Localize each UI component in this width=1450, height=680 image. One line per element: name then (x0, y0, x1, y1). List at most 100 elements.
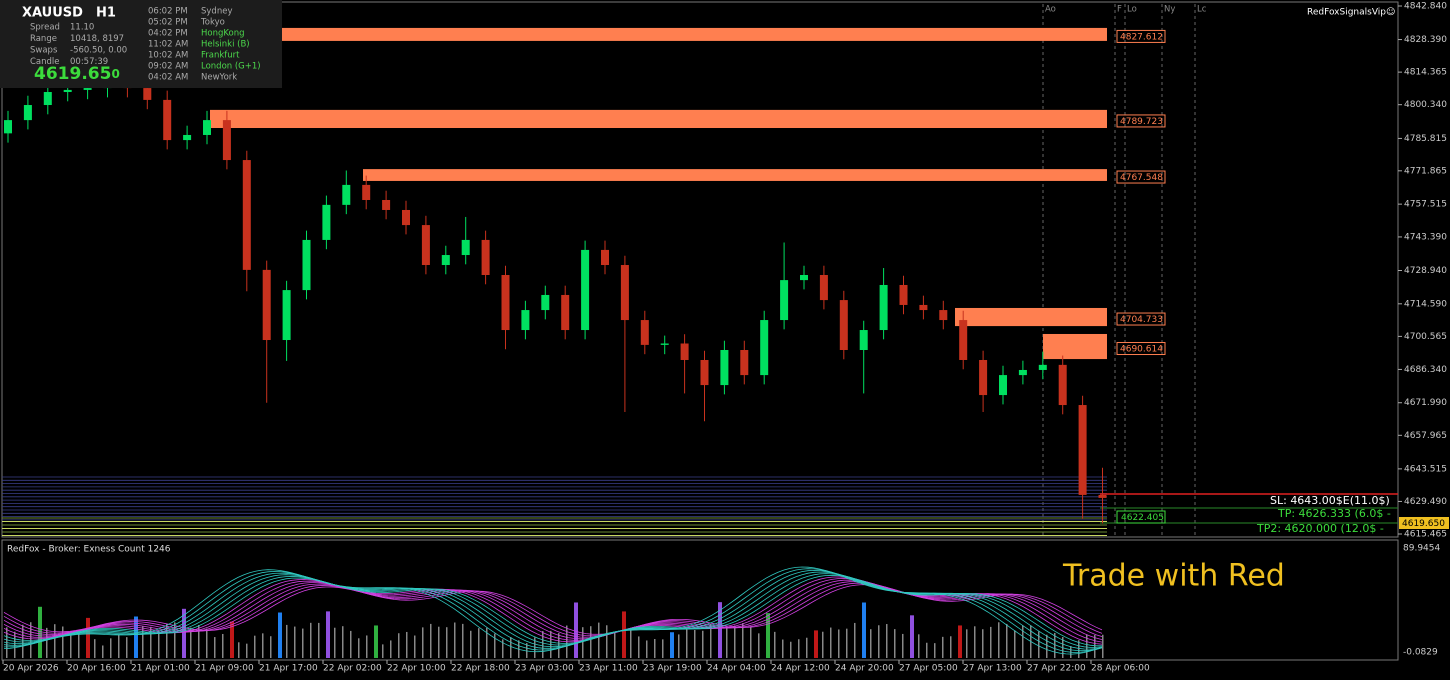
histogram-bar (246, 643, 248, 658)
info-key: Swaps (30, 46, 58, 56)
x-tick-label: 24 Apr 20:00 (835, 664, 894, 674)
histogram-bar (726, 628, 728, 658)
histogram-bar (118, 634, 120, 658)
y-tick-label: 4728.940 (1404, 266, 1447, 276)
histogram-bar (222, 633, 224, 658)
candle-body (839, 300, 848, 351)
indicator-top: 89.9454 (1403, 544, 1440, 554)
histogram-bar (318, 622, 320, 658)
indicator-bottom: -0.0829 (1403, 648, 1438, 658)
candle-body (143, 88, 152, 100)
histogram-bar (158, 630, 160, 658)
session-time: 05:02 PM (148, 18, 188, 28)
session-time: 04:02 AM (148, 73, 188, 83)
histogram-bar (1054, 632, 1056, 658)
candle-body (1078, 405, 1087, 495)
histogram-bar (934, 643, 936, 658)
histogram-bar (734, 625, 736, 658)
zone-label: 4767.548 (1120, 173, 1163, 183)
histogram-bar (1046, 634, 1048, 658)
bid-tail: 0 (111, 67, 119, 81)
histogram-bar (1102, 634, 1104, 658)
histogram-bar (646, 640, 648, 658)
candle-body (780, 280, 789, 321)
histogram-bar (718, 602, 722, 658)
histogram-bar (262, 633, 264, 658)
histogram-bar (750, 627, 752, 658)
candle-body (183, 134, 192, 141)
histogram-bar (902, 633, 904, 658)
histogram-bar (302, 628, 304, 658)
histogram-bar (558, 633, 560, 658)
histogram-bar (1006, 623, 1008, 658)
histogram-bar (454, 622, 456, 658)
histogram-bar (414, 635, 416, 658)
info-key: Spread (30, 23, 60, 33)
tp2-label: TP2: 4620.000 (12.0$ - (1256, 522, 1384, 535)
histogram-bar (1094, 635, 1096, 658)
histogram-bar (502, 639, 504, 658)
histogram-bar (662, 639, 664, 658)
histogram-bar (462, 623, 464, 658)
candle-body (441, 255, 450, 266)
histogram-bar (686, 629, 688, 658)
zone-label-box (1116, 29, 1166, 43)
x-tick-label: 21 Apr 09:00 (195, 664, 254, 674)
candle-body (700, 359, 709, 386)
session-marker: F (1117, 5, 1122, 15)
session-time: 10:02 AM (148, 51, 188, 61)
candle-body (521, 310, 530, 331)
histogram-bar (1014, 630, 1016, 658)
y-tick-label: 4671.990 (1404, 398, 1447, 408)
supply-zone (1043, 333, 1107, 360)
candle-body (461, 239, 470, 256)
histogram-bar (478, 628, 480, 658)
candle-body (322, 204, 331, 240)
info-value: -560.50, 0.00 (70, 46, 127, 56)
x-tick-label: 27 Apr 22:00 (1027, 664, 1086, 674)
candle-body (402, 209, 410, 226)
oscillator-line (3, 578, 1103, 643)
histogram-bar (838, 629, 840, 658)
candle-body (203, 120, 211, 135)
histogram-bar (782, 639, 784, 658)
session-time: 11:02 AM (148, 40, 188, 50)
histogram-bar (54, 624, 56, 658)
x-tick-label: 27 Apr 13:00 (963, 664, 1022, 674)
candle-body (302, 239, 311, 291)
info-key: Range (30, 34, 57, 44)
candle-body (760, 320, 769, 376)
y-tick-label: 4743.390 (1404, 232, 1447, 242)
bid: 4619.650 (34, 64, 120, 84)
histogram-bar (286, 624, 288, 658)
histogram-bar (142, 626, 144, 658)
info-value: 10418, 8197 (70, 34, 124, 44)
candle-body (342, 184, 351, 205)
candle-body (1058, 364, 1067, 406)
candle-body (382, 199, 391, 210)
timeframe: H1 (96, 6, 116, 21)
histogram-bar (198, 624, 200, 658)
histogram-bar (390, 640, 392, 658)
session-name: NewYork (201, 73, 237, 83)
zone-label-box (1116, 170, 1166, 184)
histogram-bar (102, 645, 104, 658)
candle-body (501, 274, 510, 331)
histogram-bar (382, 644, 384, 658)
histogram-bar (806, 637, 808, 658)
histogram-bar (758, 633, 760, 658)
session-name: Helsinki (B) (201, 40, 250, 50)
histogram-bar (342, 626, 344, 658)
histogram-bar (94, 639, 96, 658)
candle-body (800, 274, 808, 281)
histogram-bar (86, 617, 90, 658)
histogram-bar (798, 639, 800, 658)
histogram-bar (918, 634, 920, 658)
candle-body (421, 225, 430, 266)
candle-body (879, 284, 888, 331)
candle-body (1018, 369, 1027, 376)
info-key: Candle (30, 57, 60, 67)
zone-label: 4789.723 (1120, 117, 1163, 127)
zone-label: 4704.733 (1120, 315, 1163, 325)
zone-label-box (1116, 312, 1166, 326)
